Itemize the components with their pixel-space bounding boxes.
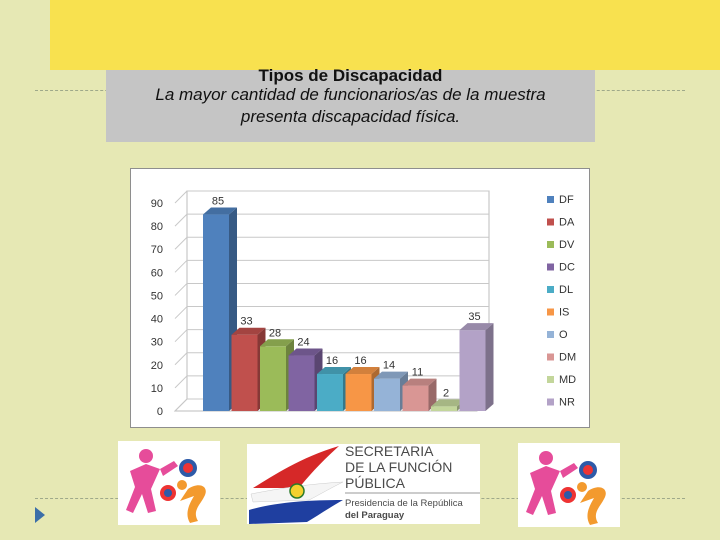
legend-label: DV xyxy=(559,239,575,251)
bar-top xyxy=(231,327,266,335)
gridline xyxy=(174,375,188,389)
sfp-line3: PÚBLICA xyxy=(345,475,406,491)
right-logo xyxy=(518,443,620,527)
bar-side xyxy=(485,323,494,411)
sfp-line5: del Paraguay xyxy=(345,510,405,521)
title-box: Tipos de Discapacidad La mayor cantidad … xyxy=(106,66,595,142)
gridline xyxy=(174,190,188,204)
data-label: 11 xyxy=(412,367,423,379)
y-tick-label: 20 xyxy=(151,360,163,372)
left-logo xyxy=(118,441,220,525)
y-tick-label: 10 xyxy=(151,383,163,395)
gridline xyxy=(174,306,188,319)
legend-label: IS xyxy=(559,307,569,319)
legend-label: MD xyxy=(559,374,576,386)
legend-swatch xyxy=(547,376,554,383)
slide-subtitle-line2: presenta discapacidad física. xyxy=(240,107,461,126)
legend-label: DL xyxy=(559,284,573,296)
y-tick-label: 80 xyxy=(151,221,163,233)
legend-swatch xyxy=(547,398,554,406)
legend-label: O xyxy=(559,329,568,341)
bar-top xyxy=(431,399,465,407)
bar-dm xyxy=(402,385,429,411)
bar-top xyxy=(260,339,294,347)
legend-swatch xyxy=(547,263,554,271)
gridline xyxy=(174,213,188,227)
bar-md xyxy=(431,406,457,411)
legend-swatch xyxy=(547,241,554,248)
data-label: 14 xyxy=(383,360,395,372)
bar-is xyxy=(345,374,372,411)
bar-chart: 0 10 20 30 40 50 60 70 80 90 85 33 28 24 16 16 14 11 2 35 DF… xyxy=(151,190,576,418)
bar-df xyxy=(203,214,229,411)
data-label: 2 xyxy=(443,387,449,399)
top-banner xyxy=(50,0,720,70)
legend-swatch xyxy=(547,196,554,203)
bar-top xyxy=(402,378,437,386)
legend-label: NR xyxy=(559,397,575,409)
gridline xyxy=(174,236,188,250)
bar-dv xyxy=(260,346,286,411)
legend-swatch xyxy=(547,286,554,293)
next-slide-arrow-icon[interactable] xyxy=(33,505,47,525)
data-label: 24 xyxy=(297,337,309,349)
legend-swatch xyxy=(547,331,554,338)
data-label: 16 xyxy=(326,355,338,367)
y-tick-label: 70 xyxy=(151,244,163,256)
data-label: 33 xyxy=(240,316,252,328)
bar-top xyxy=(288,348,323,356)
legend-label: DA xyxy=(559,217,575,229)
y-tick-label: 90 xyxy=(151,198,163,210)
sfp-line2: DE LA FUNCIÓN xyxy=(345,459,452,475)
bar-top xyxy=(374,371,408,379)
sfp-line1: SECRETARIA xyxy=(345,444,434,459)
data-label: 28 xyxy=(269,327,281,339)
chart-frame: 0 10 20 30 40 50 60 70 80 90 85 33 28 24 16 16 14 11 2 35 DF… xyxy=(130,168,590,428)
y-tick-label: 0 xyxy=(157,406,163,418)
legend-swatch xyxy=(547,218,554,226)
bar-top xyxy=(345,367,380,375)
gridline xyxy=(174,398,188,412)
gridline xyxy=(174,329,188,343)
bar-top xyxy=(203,207,237,215)
data-label: 85 xyxy=(212,196,224,208)
legend-swatch xyxy=(547,308,554,316)
bar-da xyxy=(231,334,258,411)
bar-side xyxy=(428,378,437,411)
legend-label: DM xyxy=(559,352,576,364)
gridline xyxy=(174,283,188,296)
bar-dl xyxy=(317,374,343,411)
y-tick-label: 50 xyxy=(151,290,163,302)
slide-subtitle-line1: La mayor cantidad de funcionarios/as de … xyxy=(155,85,546,104)
legend-label: DF xyxy=(559,194,574,206)
data-label: 16 xyxy=(354,355,366,367)
bar-nr xyxy=(459,330,486,411)
gridline xyxy=(174,259,188,273)
gridline xyxy=(174,352,188,366)
y-tick-label: 40 xyxy=(151,314,163,326)
slide-title: Tipos de Discapacidad xyxy=(258,66,443,85)
bar-top xyxy=(317,367,351,375)
legend-label: DC xyxy=(559,262,575,274)
bar-o xyxy=(374,378,400,411)
sfp-line4: Presidencia de la República xyxy=(345,498,463,509)
sfp-logo: SECRETARIA DE LA FUNCIÓN PÚBLICA Preside… xyxy=(247,443,480,524)
legend-swatch xyxy=(547,353,554,361)
y-tick-label: 30 xyxy=(151,337,163,349)
data-label: 35 xyxy=(468,311,480,323)
bar-top xyxy=(459,323,494,331)
y-tick-label: 60 xyxy=(151,267,163,279)
bar-dc xyxy=(288,355,315,411)
